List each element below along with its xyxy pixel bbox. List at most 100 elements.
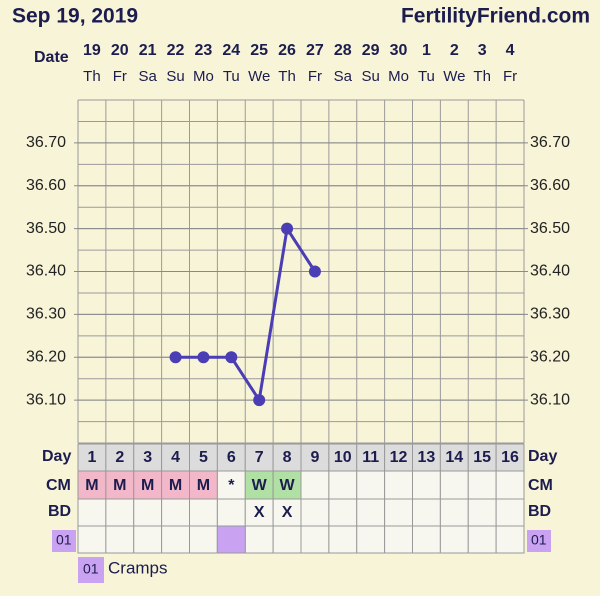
- cm-entry: W: [252, 477, 268, 494]
- day-cell: [412, 443, 441, 472]
- bd-cell: [244, 498, 274, 527]
- cm-entry: M: [85, 477, 98, 494]
- symptom-cell: [412, 525, 441, 554]
- cycle-day: 6: [227, 449, 236, 466]
- cycle-day: 2: [115, 449, 124, 466]
- temperature-point: [308, 265, 321, 278]
- symptom-cell: [384, 525, 413, 554]
- cm-entry: M: [197, 477, 210, 494]
- weekday-label: Tu: [223, 68, 240, 85]
- bd-label: BD: [528, 503, 551, 520]
- weekday-label: Sa: [334, 68, 353, 85]
- weekday-label: We: [443, 68, 465, 85]
- bd-cell: [328, 498, 358, 527]
- cm-cell: [272, 470, 302, 500]
- bd-cell: [272, 498, 302, 527]
- temperature-point: [253, 394, 266, 407]
- y2-tick-label: 36.50: [530, 220, 570, 237]
- symptom-box: [52, 530, 76, 552]
- symptom-cell: [439, 525, 469, 554]
- cm-cell: [244, 470, 274, 500]
- symptom-code: 01: [531, 532, 547, 548]
- cm-label: CM: [528, 477, 553, 494]
- y-tick-label: 36.60: [26, 177, 66, 194]
- y2-tick-label: 36.20: [530, 348, 570, 365]
- date-label: 3: [478, 42, 487, 59]
- date-label: 1: [422, 42, 431, 59]
- cm-cell: [300, 470, 330, 500]
- day-cell: [244, 443, 274, 472]
- weekday-label: Su: [362, 68, 380, 85]
- bd-entry: X: [254, 504, 265, 521]
- cm-cell: [412, 470, 441, 500]
- bd-cell: [105, 498, 135, 527]
- day-label: Day: [42, 448, 71, 465]
- date-label: 28: [334, 42, 352, 59]
- symptom-cell: [133, 525, 163, 554]
- bd-cell: [412, 498, 441, 527]
- day-cell: [328, 443, 358, 472]
- cm-cell: [77, 470, 107, 500]
- y-tick-label: 36.50: [26, 220, 66, 237]
- date-label: 21: [139, 42, 157, 59]
- symptom-cell: [328, 525, 358, 554]
- symptom-cell: [77, 525, 107, 554]
- cycle-day: 1: [87, 449, 96, 466]
- bd-cell: [216, 498, 246, 527]
- y2-tick-label: 36.40: [530, 263, 570, 280]
- bd-cell: [133, 498, 163, 527]
- date-label: 4: [506, 42, 515, 59]
- weekday-label: Th: [83, 68, 101, 85]
- symptom-cell: [105, 525, 135, 554]
- temperature-point: [197, 351, 210, 364]
- temperature-point: [169, 351, 182, 364]
- date-label: 30: [390, 42, 408, 59]
- cm-entry: W: [280, 477, 296, 494]
- weekday-label: Su: [166, 68, 184, 85]
- weekday-label: Th: [473, 68, 491, 85]
- day-cell: [384, 443, 413, 472]
- bd-cell: [467, 498, 497, 527]
- chart-date: Sep 19, 2019: [12, 5, 138, 28]
- cm-label: CM: [46, 477, 71, 494]
- symptom-cell: [244, 525, 274, 554]
- y-tick-label: 36.40: [26, 263, 66, 280]
- cm-cell: [384, 470, 413, 500]
- date-label: 24: [222, 42, 240, 59]
- day-cell: [467, 443, 497, 472]
- symptom-code-boxes: 01 01 01 Cramps: [52, 530, 551, 583]
- date-label: Date: [34, 49, 69, 66]
- cm-cell: [216, 470, 246, 500]
- legend-box: [78, 557, 104, 583]
- legend-label: Cramps: [108, 558, 168, 577]
- cycle-day: 3: [143, 449, 152, 466]
- day-label: Day: [528, 448, 557, 465]
- day-cell: [77, 443, 107, 472]
- bd-cell: [356, 498, 386, 527]
- day-cell: [495, 443, 525, 472]
- cycle-day: 8: [283, 449, 292, 466]
- cm-cell: [356, 470, 386, 500]
- weekday-label: Fr: [503, 68, 517, 85]
- site-name: FertilityFriend.com: [401, 5, 590, 28]
- symptom-cell: [495, 525, 525, 554]
- date-label: 19: [83, 42, 101, 59]
- y2-tick-label: 36.10: [530, 391, 570, 408]
- bd-cell: [77, 498, 107, 527]
- bd-cell: [189, 498, 218, 527]
- bd-cell: [439, 498, 469, 527]
- date-label: 26: [278, 42, 296, 59]
- y2-tick-label: 36.70: [530, 134, 570, 151]
- cm-entry: M: [113, 477, 126, 494]
- cm-cell: [328, 470, 358, 500]
- cycle-day: 16: [501, 449, 519, 466]
- bd-label: BD: [48, 503, 71, 520]
- y-tick-label: 36.70: [26, 134, 66, 151]
- symptom-cell: [189, 525, 218, 554]
- symptom-cell: [356, 525, 386, 554]
- cycle-day: 5: [199, 449, 208, 466]
- day-cell: [105, 443, 135, 472]
- date-label: 23: [195, 42, 213, 59]
- y2-tick-label: 36.30: [530, 306, 570, 323]
